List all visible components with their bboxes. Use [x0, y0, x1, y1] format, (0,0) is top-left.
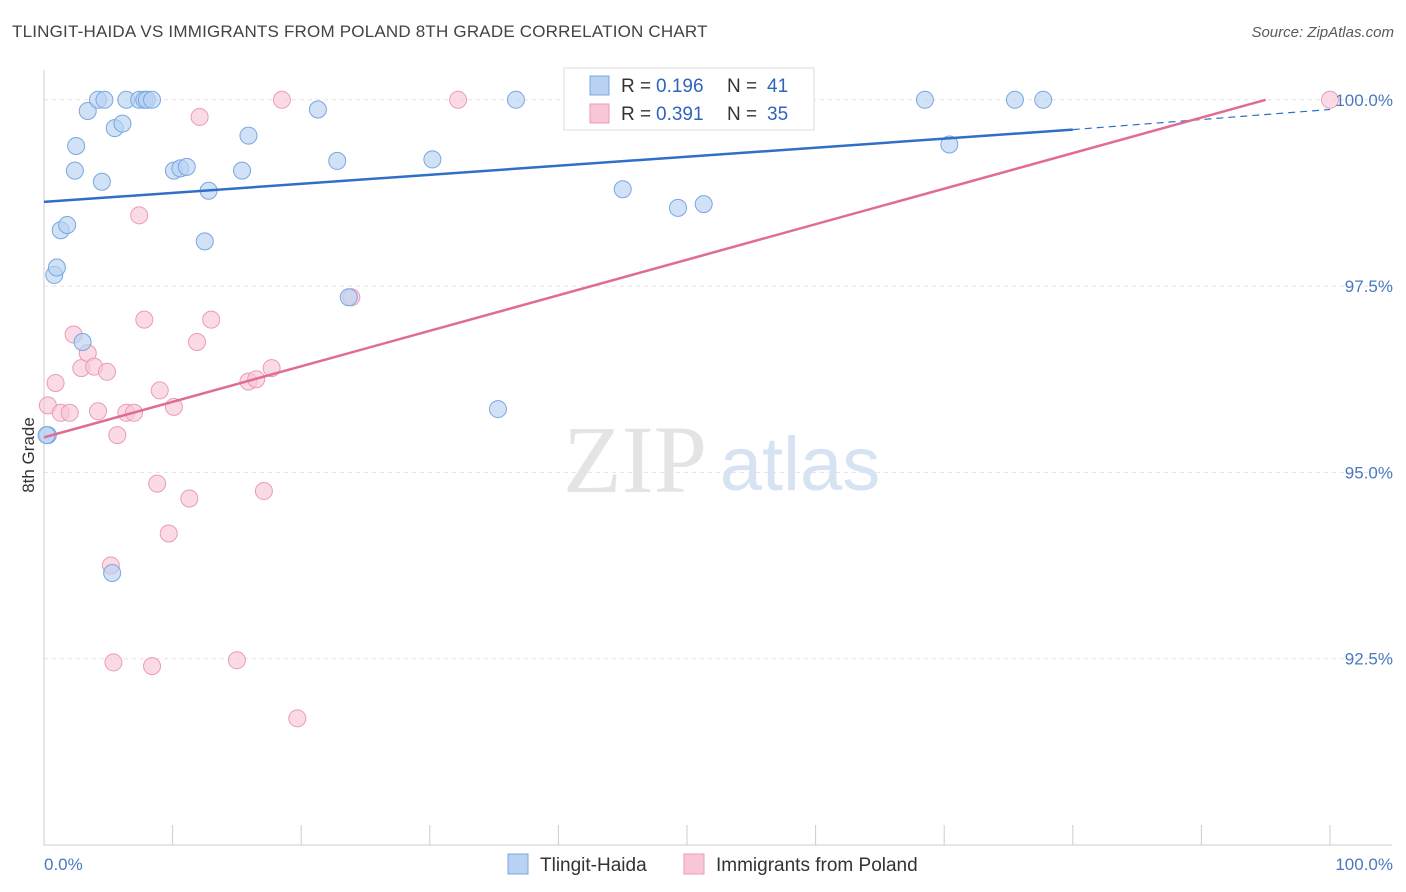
point-poland-21: [202, 310, 221, 329]
point-tlingit-37: [940, 135, 959, 154]
point-tlingit-19: [103, 564, 122, 583]
point-tlingit-28: [328, 151, 347, 170]
stats-legend-n-value-poland: 35: [767, 104, 788, 125]
trend-line-tlingit-extension: [1072, 108, 1331, 131]
point-tlingit-9: [92, 172, 111, 191]
y-tick-label-0: 92.5%: [1345, 650, 1393, 669]
point-poland-31: [272, 90, 291, 109]
point-poland-35: [1321, 90, 1339, 109]
x-tick-label-max: 100.0%: [1335, 855, 1393, 874]
point-tlingit-6: [67, 137, 86, 156]
point-tlingit-11: [95, 90, 114, 109]
x-tick-label-min: 0.0%: [44, 855, 83, 874]
y-tick-label-3: 100.0%: [1335, 91, 1393, 110]
point-tlingit-2: [47, 258, 66, 277]
point-tlingit-32: [506, 90, 525, 109]
trend-line-tlingit: [43, 128, 1073, 204]
point-tlingit-34: [668, 198, 687, 217]
stats-legend: R = 0.196 N = 41 R = 0.391 N = 35: [563, 67, 815, 131]
point-tlingit-27: [308, 100, 327, 119]
legend-label-poland: Immigrants from Poland: [716, 855, 918, 876]
point-poland-26: [227, 651, 246, 670]
point-poland-8: [89, 402, 108, 421]
point-tlingit-35: [694, 195, 713, 214]
point-tlingit-13: [113, 114, 132, 133]
chart-title: TLINGIT-HAIDA VS IMMIGRANTS FROM POLAND …: [12, 22, 708, 41]
watermark-atlas: atlas: [720, 422, 881, 507]
point-tlingit-25: [233, 161, 252, 180]
stats-legend-swatch-poland: [589, 103, 610, 124]
point-poland-34: [449, 90, 468, 109]
point-poland-22: [180, 489, 199, 508]
point-tlingit-22: [177, 157, 196, 176]
stats-legend-r-value-poland: 0.391: [656, 104, 704, 125]
point-tlingit-23: [195, 232, 214, 251]
point-tlingit-36: [915, 90, 934, 109]
y-tick-label-1: 95.0%: [1345, 463, 1393, 482]
x-tick-labels: 0.0% 100.0%: [44, 855, 1393, 874]
legend-swatch-tlingit: [507, 853, 529, 875]
point-poland-15: [148, 474, 167, 493]
point-poland-25: [143, 657, 162, 676]
axes: [43, 70, 1392, 846]
y-tick-labels: 92.5% 95.0% 97.5% 100.0%: [1335, 91, 1393, 669]
point-poland-29: [254, 482, 273, 501]
point-poland-14: [135, 310, 154, 329]
source-label: Source: ZipAtlas.com: [1251, 24, 1394, 41]
point-poland-19: [188, 332, 207, 351]
point-poland-9: [98, 362, 117, 381]
stats-legend-n-label-tlingit: N =: [727, 76, 757, 97]
grid-lines: [44, 99, 1392, 660]
trend-line-poland: [43, 98, 1267, 439]
stats-legend-r-value-tlingit: 0.196: [656, 76, 704, 97]
point-poland-16: [150, 381, 169, 400]
watermark: ZIP atlas: [563, 406, 880, 513]
trend-lines: [43, 98, 1331, 439]
series-tlingit-points: [37, 90, 1053, 583]
watermark-zip: ZIP: [563, 406, 707, 513]
stats-legend-n-label-poland: N =: [727, 104, 757, 125]
stats-legend-n-value-tlingit: 41: [767, 76, 788, 97]
legend-swatch-poland: [683, 853, 705, 875]
point-poland-18: [159, 524, 178, 543]
series-legend: Tlingit-Haida Immigrants from Poland: [507, 853, 918, 876]
point-tlingit-29: [339, 288, 358, 307]
point-tlingit-5: [65, 161, 84, 180]
point-tlingit-31: [488, 400, 507, 419]
point-poland-10: [108, 426, 127, 445]
point-poland-1: [46, 373, 65, 392]
point-poland-24: [104, 653, 123, 672]
point-tlingit-7: [73, 332, 92, 351]
stats-legend-r-label-tlingit: R =: [621, 76, 651, 97]
point-tlingit-8: [78, 101, 97, 120]
y-tick-label-2: 97.5%: [1345, 277, 1393, 296]
stats-legend-swatch-tlingit: [589, 75, 610, 96]
stats-legend-r-label-poland: R =: [621, 104, 651, 125]
point-tlingit-33: [613, 180, 632, 199]
point-tlingit-18: [143, 90, 162, 109]
legend-label-tlingit: Tlingit-Haida: [540, 855, 647, 876]
y-axis-label: 8th Grade: [19, 417, 38, 493]
point-poland-3: [60, 403, 79, 422]
point-tlingit-39: [1034, 90, 1053, 109]
point-poland-20: [190, 107, 209, 126]
point-poland-32: [288, 709, 307, 728]
point-poland-13: [130, 206, 149, 225]
point-tlingit-38: [1005, 90, 1024, 109]
point-tlingit-30: [423, 150, 442, 169]
point-tlingit-26: [239, 126, 258, 145]
point-tlingit-4: [58, 216, 77, 234]
